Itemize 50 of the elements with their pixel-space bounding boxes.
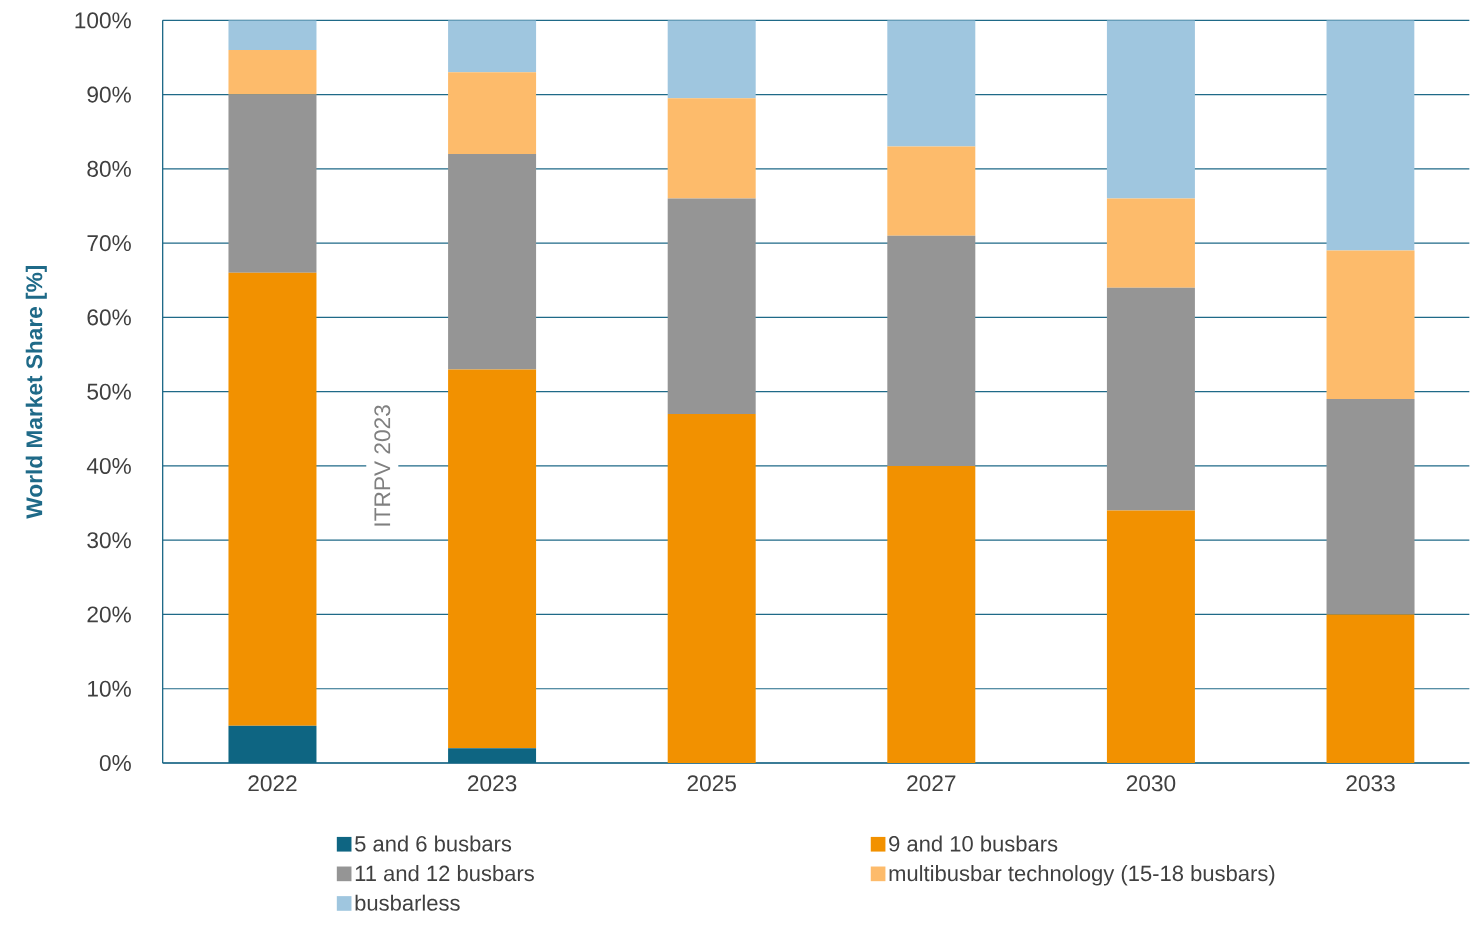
bar [228,20,317,51]
bar [228,50,317,95]
bar [887,235,976,466]
bar [1326,20,1415,251]
bar [887,146,976,236]
bar [887,20,976,147]
bar [887,465,976,763]
x-tick-label: 2025 [687,775,736,792]
bar [448,369,537,749]
bar [228,94,317,273]
legend-label: 9 and 10 busbars [889,835,1058,852]
bar [667,98,756,199]
legend-label: busbarless [355,894,460,911]
y-tick-label: 90% [87,86,131,103]
y-tick-label: 10% [88,680,131,697]
y-tick-label: 50% [87,383,131,400]
bar [667,413,756,763]
bar [228,725,317,763]
legend-label: 5 and 6 busbars [355,835,512,852]
bar [1326,399,1415,615]
y-tick-label: 100% [75,12,131,29]
x-tick-label: 2030 [1126,775,1176,792]
x-tick-label: 2033 [1346,775,1395,792]
y-tick-label: 40% [86,457,131,474]
bar [667,20,756,99]
bar [1106,20,1195,199]
bar [448,154,537,370]
y-tick-label: 80% [87,160,131,177]
legend-label: 11 and 12 busbars [355,865,534,882]
bar [1106,510,1195,763]
x-tick-label: 2023 [468,775,517,792]
bar [1106,287,1195,511]
bar [667,198,756,414]
y-tick-label: 70% [87,235,131,252]
y-axis-title: World Market Share [%] [25,265,47,519]
x-tick-label: 2027 [907,775,956,792]
bar [448,748,537,763]
y-tick-label: 0% [99,754,131,772]
y-tick-label: 30% [87,532,131,549]
y-tick-label: 60% [87,309,131,326]
bar [228,272,317,726]
y-tick-label: 20% [87,606,131,623]
legend-label: multibusbar technology (15-18 busbars) [889,865,1275,886]
annotation: ITRPV 2023 [374,405,391,526]
bar [448,20,537,73]
bar [448,72,537,155]
bar [1326,614,1415,763]
bar [1326,250,1415,400]
bar [1106,198,1195,288]
x-tick-label: 2022 [248,775,297,792]
